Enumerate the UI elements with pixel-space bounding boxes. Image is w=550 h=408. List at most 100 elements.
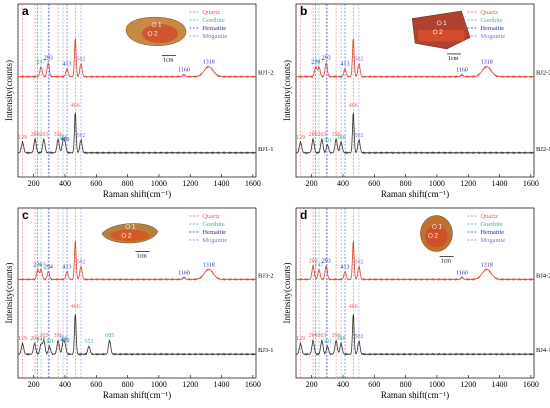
spot-marker <box>121 233 127 238</box>
peak-label: 502 <box>76 57 85 63</box>
plot-area <box>295 207 535 379</box>
legend-entry-goethite: Goethite <box>480 17 502 24</box>
y-axis-title: Intensity(counts) <box>282 60 292 121</box>
specimen-core <box>417 29 465 42</box>
spot-label: 2 <box>128 233 132 240</box>
peak-label: 1318 <box>203 262 215 268</box>
specimen-photo: 12 1cm <box>420 215 454 265</box>
series-label: BJ4-1 <box>536 347 550 354</box>
legend-entry-goethite: Goethite <box>202 221 224 228</box>
spectrum-line-BJ4-2 <box>295 240 534 281</box>
panel-letter: a <box>22 4 29 18</box>
peak-label: 129 <box>18 135 27 141</box>
x-tick-label: 200 <box>28 380 40 389</box>
peak-label: 388 <box>337 135 346 141</box>
y-axis-title: Intensity(counts) <box>4 60 14 121</box>
peak-label: 209 <box>31 132 40 138</box>
spot-marker <box>147 31 153 36</box>
legend-entry-hematite: Hematite <box>202 229 226 236</box>
peak-label: 247 <box>315 60 324 66</box>
legend-entry-hematite: Hematite <box>480 229 504 236</box>
series-label: BJ1-2 <box>258 70 274 77</box>
peak-label: 502 <box>354 259 363 265</box>
x-tick-label: 1400 <box>492 179 508 188</box>
legend-entry-quartz: Quartz <box>480 213 498 220</box>
peak-label: 685 <box>105 333 114 339</box>
spectrum-line-BJ1-2 <box>17 37 257 79</box>
peak-label: 413 <box>341 62 350 68</box>
series-label: BJ4-2 <box>536 272 550 279</box>
x-tick-label: 800 <box>400 179 412 188</box>
panel-letter: c <box>22 208 29 222</box>
peak-label: 400 <box>60 338 69 344</box>
legend-entry-hematite: Hematite <box>202 25 226 32</box>
legend-entry-moganite: Moganite <box>202 237 227 244</box>
specimen-core <box>110 229 150 242</box>
legend-entry-moganite: Moganite <box>480 33 505 40</box>
spot-marker <box>151 22 157 27</box>
spot-label: 2 <box>439 29 443 36</box>
spot-label: 2 <box>154 31 158 38</box>
x-tick-label: 200 <box>28 179 40 188</box>
spot-marker <box>428 233 433 238</box>
spot-label: 1 <box>443 20 447 27</box>
spectrum-line-BJ4-1 <box>295 313 534 356</box>
series-label: BJ1-1 <box>258 146 274 153</box>
scale-bar-label: 1cm <box>163 58 174 64</box>
peak-label: 206 <box>30 336 39 342</box>
specimen-photo: 12 1cm <box>101 223 159 260</box>
peak-label: 413 <box>63 62 72 68</box>
peak-label: 1160 <box>178 68 190 74</box>
peak-label: 356 <box>54 333 63 339</box>
x-tick-label: 800 <box>400 380 412 389</box>
scale-bar-label: 1cm <box>441 259 452 265</box>
spot-marker <box>432 224 437 229</box>
peak-label: 388 <box>337 336 346 342</box>
x-tick-label: 400 <box>59 380 71 389</box>
spot-marker <box>125 224 131 229</box>
x-tick-label: 400 <box>337 179 349 188</box>
x-tick-label: 600 <box>368 179 380 188</box>
peak-label: 1318 <box>481 262 493 268</box>
peak-label: 356 <box>54 132 63 138</box>
x-tick-label: 400 <box>337 380 349 389</box>
spot-label: 1 <box>438 224 442 231</box>
x-tick-label: 1600 <box>245 380 261 389</box>
x-tick-label: 600 <box>90 179 102 188</box>
legend-entry-hematite: Hematite <box>480 25 504 32</box>
peak-label: 129 <box>18 336 27 342</box>
peak-label: 209 <box>309 132 318 138</box>
x-tick-label: 800 <box>122 380 134 389</box>
x-tick-label: 1400 <box>214 380 230 389</box>
spot-label: 1 <box>132 224 136 231</box>
peak-label: 247 <box>315 262 324 268</box>
series-label: BJ2-2 <box>536 70 550 77</box>
series-label: BJ3-2 <box>258 272 274 279</box>
peak-label: 1160 <box>456 68 468 74</box>
legend-entry-moganite: Moganite <box>480 237 505 244</box>
x-tick-label: 1200 <box>182 179 198 188</box>
peak-label: 356 <box>332 333 341 339</box>
x-tick-label: 800 <box>122 179 134 188</box>
legend-entry-goethite: Goethite <box>202 17 224 24</box>
peak-label: 129 <box>296 336 305 342</box>
peak-label: 553 <box>84 339 93 345</box>
peak-label: 293 <box>322 258 331 264</box>
peak-label: 466 <box>71 304 80 310</box>
spectrum-line-BJ2-1 <box>295 112 535 155</box>
x-tick-label: 1600 <box>523 179 539 188</box>
legend-entry-quartz: Quartz <box>202 9 220 16</box>
x-tick-label: 1400 <box>214 179 230 188</box>
x-tick-label: 1000 <box>151 380 167 389</box>
x-tick-label: 200 <box>306 380 318 389</box>
peak-label: 294 <box>44 264 53 270</box>
x-tick-label: 1600 <box>523 380 539 389</box>
peak-label: 226 <box>311 60 320 66</box>
peak-label: 1160 <box>178 270 190 276</box>
peak-label: 301 <box>45 339 54 345</box>
